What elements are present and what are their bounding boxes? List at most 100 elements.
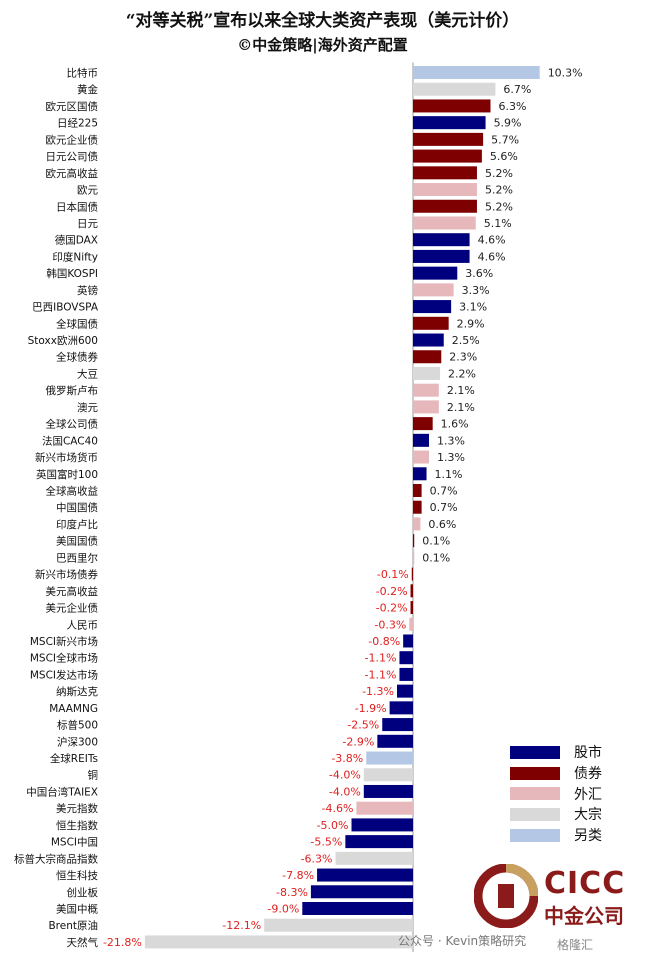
value-label: 2.2%	[448, 367, 476, 380]
legend-swatch-commodities	[510, 807, 560, 821]
bar	[356, 801, 413, 815]
category-label: MSCI新兴市场	[30, 635, 98, 648]
bar	[413, 132, 484, 146]
logo-text-cicc: CICC	[544, 866, 626, 901]
legend-item-fx: 外汇	[510, 783, 602, 804]
category-label: 澳元	[77, 401, 98, 414]
legend-label-bonds: 债券	[574, 766, 602, 783]
category-label: 全球公司债	[46, 418, 99, 431]
category-label: 日元公司债	[46, 150, 99, 163]
bar	[413, 366, 441, 380]
value-label: -0.3%	[374, 618, 406, 631]
value-label: -8.3%	[276, 886, 308, 899]
bar	[366, 751, 413, 765]
value-label: -4.6%	[321, 802, 353, 815]
value-label: 1.3%	[437, 451, 465, 464]
value-label: 2.5%	[452, 334, 480, 347]
legend-swatch-stocks	[510, 745, 560, 759]
value-label: -5.5%	[310, 836, 342, 849]
value-label: -12.1%	[222, 919, 261, 932]
category-label: 欧元高收益	[46, 167, 99, 180]
category-label: Stoxx欧洲600	[28, 335, 98, 347]
chart-title: “对等关税”宣布以来全球大类资产表现（美元计价）	[125, 11, 520, 31]
category-label: 日本国债	[56, 200, 98, 213]
value-label: -0.1%	[377, 568, 409, 581]
bar	[413, 99, 491, 113]
legend-label-commodities: 大宗	[574, 807, 602, 824]
value-label: 2.3%	[449, 351, 477, 364]
bar	[413, 233, 470, 247]
watermark-logo-text: 格隆汇	[557, 938, 594, 952]
value-label: -9.0%	[267, 903, 299, 916]
value-label: 0.7%	[430, 485, 458, 498]
chart-subtitle: ©中金策略|海外资产配置	[237, 36, 408, 54]
category-label: 欧元	[77, 185, 98, 197]
value-label: 1.3%	[437, 434, 465, 447]
value-label: -7.8%	[282, 869, 314, 882]
category-label: 英国富时100	[36, 468, 98, 481]
value-label: 5.2%	[485, 200, 513, 213]
value-label: -0.2%	[376, 602, 408, 615]
bar	[413, 350, 442, 364]
category-label: MSCI中国	[51, 836, 98, 849]
value-label: 4.6%	[478, 250, 506, 263]
bar	[302, 902, 413, 915]
category-label: 法国CAC40	[42, 434, 98, 447]
value-label: -21.8%	[103, 936, 142, 949]
category-label: 天然气	[67, 936, 99, 949]
bar	[410, 584, 413, 598]
category-label: 美国国债	[56, 535, 98, 548]
category-label: 大豆	[77, 367, 98, 380]
bar	[413, 450, 429, 464]
value-label: 5.2%	[485, 184, 513, 197]
watermark-text: 公众号 · Kevin策略研究	[398, 934, 527, 948]
legend-item-bonds: 债券	[510, 763, 602, 784]
value-label: 0.7%	[430, 501, 458, 514]
category-label: 比特币	[67, 67, 99, 80]
value-label: -5.0%	[317, 819, 349, 832]
category-label: 全球债券	[56, 351, 98, 364]
bar	[413, 116, 486, 130]
bar	[413, 484, 422, 497]
bar	[413, 550, 415, 564]
category-label: Brent原油	[48, 919, 98, 932]
value-label: -0.8%	[368, 635, 400, 648]
value-label: 5.6%	[490, 150, 518, 163]
bar	[409, 617, 413, 631]
bar	[413, 300, 452, 314]
bar	[345, 835, 413, 849]
value-label: 3.6%	[465, 267, 493, 280]
category-label: 纳斯达克	[56, 685, 98, 698]
bar	[377, 734, 413, 748]
category-label: 韩国KOSPI	[46, 267, 98, 280]
bar	[410, 601, 413, 615]
value-label: 5.7%	[491, 133, 519, 146]
value-label: 4.6%	[478, 234, 506, 247]
value-label: -2.5%	[347, 719, 379, 732]
category-label: 巴西IBOVSPA	[32, 302, 99, 314]
category-label: 日经225	[57, 117, 98, 130]
category-label: MAAMNG	[49, 703, 98, 715]
bar	[310, 885, 413, 899]
bar	[363, 784, 413, 798]
category-label: 美国中概	[56, 903, 98, 916]
bar	[413, 283, 454, 297]
value-label: 6.7%	[503, 83, 531, 96]
category-label: 中国国债	[56, 501, 98, 514]
legend-label-alternatives: 另类	[574, 828, 602, 845]
category-label: 欧元区国债	[46, 100, 99, 113]
legend-item-alternatives: 另类	[510, 825, 602, 846]
legend-swatch-fx	[510, 787, 560, 801]
bar	[413, 216, 476, 230]
value-label: 0.1%	[422, 551, 450, 564]
bar	[413, 149, 482, 163]
bar	[413, 433, 429, 447]
bar	[411, 567, 413, 581]
value-label: 0.6%	[428, 518, 456, 531]
category-label: 铜	[88, 770, 99, 782]
value-label: 1.1%	[435, 468, 463, 481]
category-label: 恒生指数	[56, 819, 98, 832]
category-label: 标普大宗商品指数	[14, 852, 98, 865]
value-label: -2.9%	[342, 735, 374, 748]
category-label: 恒生科技	[56, 869, 98, 882]
